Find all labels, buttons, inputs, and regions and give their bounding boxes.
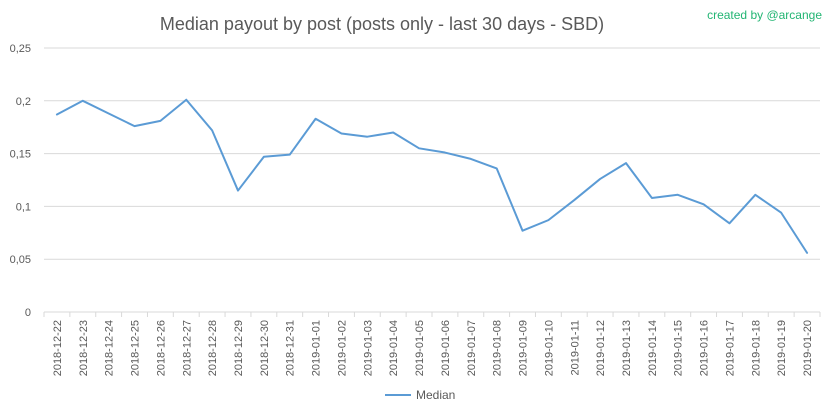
x-tick-label: 2018-12-30: [259, 320, 271, 376]
x-tick-label: 2019-01-16: [699, 320, 711, 376]
x-tick-label: 2019-01-19: [776, 320, 788, 376]
series-layer: [55, 98, 809, 254]
x-tick-label: 2018-12-31: [285, 320, 297, 376]
y-tick-label: 0,25: [10, 43, 31, 55]
x-tick-label: 2019-01-15: [673, 320, 685, 376]
x-tick-label: 2019-01-10: [543, 320, 555, 376]
x-tick-label: 2019-01-01: [311, 320, 323, 376]
x-tick-label: 2018-12-22: [52, 320, 64, 376]
x-tick-label: 2019-01-20: [802, 320, 814, 376]
series-line-median: [55, 98, 809, 254]
y-tick-label: 0,1: [16, 201, 31, 213]
y-tick-label: 0,2: [16, 96, 31, 108]
chart-title: Median payout by post (posts only - last…: [160, 14, 604, 34]
x-tick-label: 2018-12-27: [181, 320, 193, 376]
x-tick-label: 2019-01-12: [595, 320, 607, 376]
x-tick-label: 2019-01-18: [750, 320, 762, 376]
x-tick-label: 2019-01-14: [647, 320, 659, 376]
x-tick-label: 2018-12-25: [130, 320, 142, 376]
x-tick-label: 2018-12-26: [155, 320, 167, 376]
legend-label: Median: [416, 388, 455, 402]
x-tick-label: 2019-01-07: [466, 320, 478, 376]
credit-text: created by @arcange: [707, 8, 822, 22]
y-axis-ticks: 0 0,05 0,1 0,15 0,2 0,25: [10, 43, 31, 319]
legend: Median: [385, 388, 455, 402]
x-tick-label: 2019-01-08: [492, 320, 504, 376]
x-tick-label: 2019-01-17: [724, 320, 736, 376]
x-tick-label: 2019-01-11: [569, 320, 581, 375]
x-tick-label: 2019-01-04: [388, 320, 400, 376]
x-tick-label: 2018-12-28: [207, 320, 219, 376]
x-tick-label: 2018-12-29: [233, 320, 245, 376]
x-tick-label: 2019-01-05: [414, 320, 426, 376]
y-tick-label: 0,05: [10, 254, 31, 266]
x-tick-label: 2019-01-03: [362, 320, 374, 376]
x-tick-label: 2018-12-23: [78, 320, 90, 376]
x-tick-label: 2019-01-09: [518, 320, 530, 376]
x-tick-label: 2019-01-06: [440, 320, 452, 376]
x-axis-ticks: 2018-12-22 2018-12-23 2018-12-24 2018-12-25…: [43, 312, 821, 376]
y-tick-label: 0,15: [10, 149, 31, 161]
gridlines: [44, 47, 820, 313]
x-tick-label: 2019-01-02: [336, 320, 348, 376]
y-tick-label: 0: [25, 307, 31, 319]
x-tick-label: 2019-01-13: [621, 320, 633, 376]
x-tick-label: 2018-12-24: [104, 320, 116, 376]
